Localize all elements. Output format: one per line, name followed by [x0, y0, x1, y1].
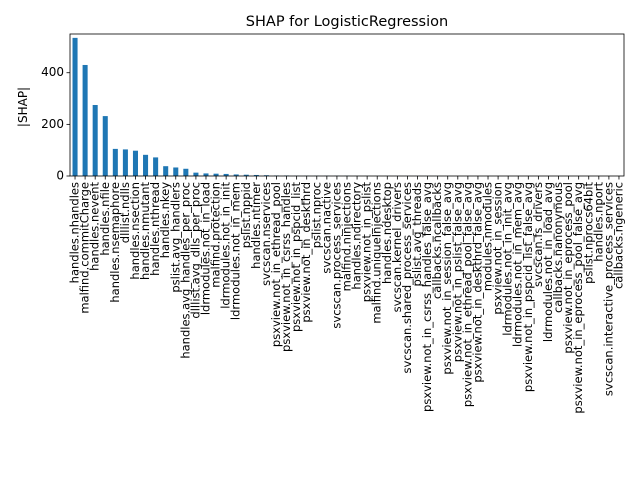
bar — [173, 167, 178, 176]
y-tick-label: 200 — [41, 117, 64, 131]
x-ticks: handles.nhandlesmalfind.commitChargehand… — [68, 176, 626, 414]
y-axis-label-group: |SHAP| — [16, 87, 30, 127]
y-tick-label: 400 — [41, 65, 64, 79]
bar — [183, 169, 188, 176]
plot-frame — [70, 34, 624, 176]
chart-title: SHAP for LogisticRegression — [246, 14, 448, 30]
y-tick-label: 0 — [56, 169, 64, 183]
bar — [143, 155, 148, 176]
y-ticks: 0 200 400 — [41, 65, 70, 182]
x-tick-label: callbacks.ngeneric — [611, 182, 625, 289]
bar — [133, 151, 138, 176]
bar — [163, 166, 168, 176]
bars — [73, 38, 531, 176]
bar — [153, 157, 158, 176]
bar — [93, 105, 98, 176]
y-axis-label: |SHAP| — [16, 87, 30, 127]
bar — [123, 149, 128, 176]
bar — [113, 149, 118, 176]
bar — [193, 173, 198, 176]
bar — [83, 65, 88, 176]
bar — [103, 116, 108, 176]
bar — [73, 38, 78, 176]
